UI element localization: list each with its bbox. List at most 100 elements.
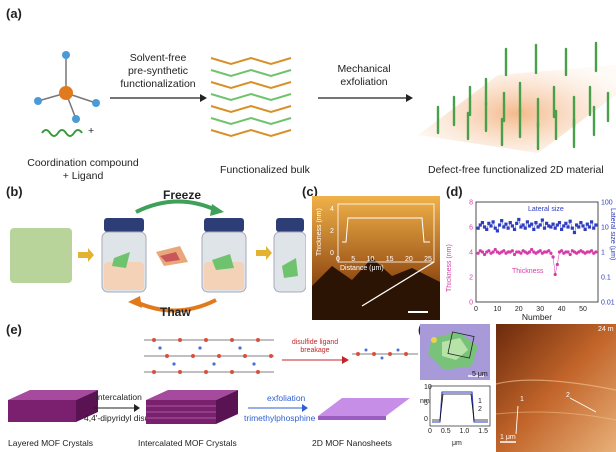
lateral-size-point: [540, 218, 544, 222]
lateral-size-point: [579, 220, 583, 225]
panel-a-label: (a): [6, 6, 22, 21]
d-ylabel-left: Thickness (nm): [446, 244, 453, 292]
profile-ylabel: nm: [420, 398, 430, 405]
d-ytick-left: 6: [469, 225, 473, 232]
profile-xtick: 1.5: [478, 428, 488, 435]
afm-top-label: 24 m: [598, 326, 614, 333]
d-ytick-left: 0: [469, 300, 473, 307]
lateral-size-point: [581, 224, 585, 228]
d-legend-lateral: Lateral size: [528, 206, 564, 213]
d-xtick: 10: [494, 306, 502, 313]
d-xtick: 50: [579, 306, 587, 313]
thickness-point: [594, 250, 598, 254]
height-profile-f: [429, 385, 491, 427]
cap-nanosheets: 2D MOF Nanosheets: [312, 438, 392, 448]
step1-line3: functionalization: [120, 78, 196, 90]
lateral-size-point: [536, 225, 540, 229]
thickness-point: [549, 251, 553, 255]
panel-b-label: (b): [6, 184, 23, 199]
lateral-size-point: [547, 224, 551, 228]
afm-image-c: [312, 196, 440, 320]
lateral-size-point: [555, 223, 559, 227]
layered-crystal-graphic: [8, 390, 98, 422]
intercalant: 4,4'-dipyridyl disulfide: [84, 413, 165, 423]
lateral-size-point: [497, 223, 502, 227]
thickness-point: [538, 249, 542, 253]
step2-line1: Mechanical: [337, 63, 391, 75]
d-ylabel-right: Lateral size (μm): [609, 208, 616, 261]
profile-ytick: 0: [424, 416, 428, 423]
lateral-size-point: [500, 219, 504, 223]
d-ytick-left: 4: [469, 250, 473, 257]
d-ytick-left: 8: [469, 200, 473, 207]
lateral-size-point: [549, 225, 553, 229]
d-ytick-right: 0.01: [601, 300, 615, 307]
afm-scale: 1 μm: [500, 434, 516, 441]
inset-xtick: 10: [366, 256, 375, 263]
reagent1-line2: breakage: [300, 347, 330, 354]
nanosheet-graphic: [318, 398, 410, 420]
d-legend-thickness: Thickness: [512, 268, 544, 275]
inset-xtick: 20: [404, 256, 413, 263]
step1-text: Solvent-free pre-synthetic functionaliza…: [110, 52, 206, 91]
chart-d: 0 10 20 30 40 50 0 2 4 6 8 0.01 0.1 1 10 100: [469, 200, 615, 314]
step2-text: Mechanical exfoliation: [318, 63, 410, 89]
afm-mark-2: 2: [566, 392, 570, 399]
arrow-step1: [110, 94, 207, 102]
thickness-point: [551, 255, 555, 259]
panel-c-label: (c): [302, 184, 318, 199]
profile-xticks: 0 0.5 1.0 1.5: [428, 428, 488, 436]
thickness-point: [589, 249, 594, 253]
thickness-point: [512, 252, 517, 257]
freeze-thaw-graphic: [101, 199, 306, 313]
inset-ytick: 0: [330, 250, 334, 257]
thickness-point: [527, 250, 532, 254]
panel-d-label: (d): [446, 184, 463, 199]
thickness-point: [491, 250, 495, 254]
thickness-point: [568, 252, 572, 257]
cap-layered: Layered MOF Crystals: [8, 438, 94, 448]
inset-xlabel: Distance (μm): [340, 265, 384, 272]
d-xtick: 30: [536, 306, 544, 313]
lateral-size-point: [566, 225, 570, 229]
powder-photo: [10, 228, 72, 283]
lateral-size-point: [585, 222, 589, 226]
d-ytick-right: 10: [601, 225, 609, 232]
thickness-point: [502, 249, 506, 253]
d-xtick: 20: [515, 306, 523, 313]
arrow-e2: [248, 404, 308, 412]
lateral-size-point: [504, 222, 508, 226]
thickness-point: [555, 262, 559, 267]
lateral-size-point: [572, 230, 577, 235]
lateral-size-point: [545, 221, 549, 225]
thickness-point: [476, 251, 480, 255]
lateral-size-point: [489, 224, 493, 228]
thickness-point: [510, 249, 514, 253]
profile-xtick: 1.0: [459, 428, 470, 435]
exfoliant: trimethylphosphine: [244, 413, 316, 423]
step-exfoliation: exfoliation: [267, 393, 306, 403]
coordination-compound-graphic: [34, 51, 100, 137]
lateral-size-point: [487, 221, 491, 225]
profile-ytick: 10: [424, 384, 432, 391]
lateral-size-point: [493, 226, 497, 230]
profile-legend-2: 2: [478, 406, 482, 413]
thickness-point: [530, 247, 534, 252]
arrow-step2: [318, 94, 413, 102]
lateral-size-point: [564, 221, 568, 225]
lateral-size-point: [523, 226, 527, 230]
d-xtick: 0: [474, 306, 478, 313]
thickness-point: [560, 249, 564, 253]
caption-right: Defect-free functionalized 2D material: [428, 164, 604, 176]
profile-xtick: 0: [428, 428, 432, 435]
inset-ytick: 4: [330, 206, 334, 213]
caption-left-line1: Coordination compound: [27, 157, 139, 169]
thaw-label: Thaw: [160, 305, 191, 319]
plot-frame: [475, 201, 599, 303]
lateral-size-point: [562, 224, 566, 228]
d-ytick-right: 100: [601, 200, 613, 207]
lateral-size-point: [515, 221, 519, 225]
afm-image-f: [496, 324, 616, 452]
lateral-size-point: [512, 227, 517, 232]
lateral-size-point: [574, 223, 579, 227]
